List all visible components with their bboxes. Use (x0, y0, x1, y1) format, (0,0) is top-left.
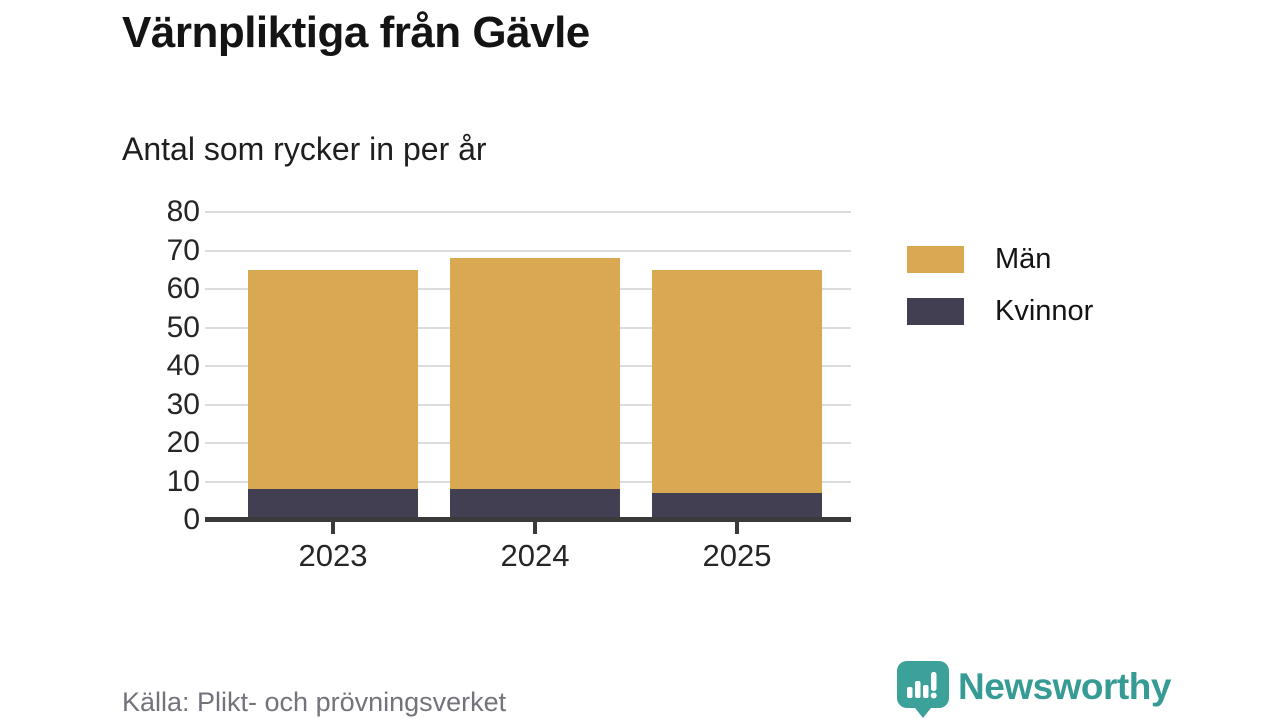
bar-segment-2024-män (450, 258, 620, 490)
x-axis-labels: 2023 2024 2025 (205, 538, 851, 578)
y-tick-label-80: 80 (166, 195, 200, 228)
y-tick-label-50: 50 (166, 310, 200, 344)
newsworthy-speech-bubble-icon (897, 661, 949, 718)
stacked-bar-plot (205, 211, 851, 534)
x-tick-label-2023: 2023 (298, 538, 368, 573)
source-text: Källa: Plikt- och prövningsverket (122, 687, 507, 717)
x-axis-line (205, 517, 851, 522)
x-tick-label-2025: 2025 (702, 538, 772, 573)
newsworthy-wordmark: Newsworthy (958, 665, 1171, 707)
x-tick-2025 (735, 522, 739, 534)
page-title: Värnpliktiga från Gävle (122, 8, 590, 57)
bar-segment-2025-män (652, 269, 822, 494)
newsworthy-logo: Newsworthy (897, 661, 1171, 718)
bar-segment-2024-kvinnor (450, 489, 620, 520)
bar-segment-2023-män (248, 269, 418, 490)
legend-swatch-man (907, 246, 964, 273)
bar-segment-2023-kvinnor (248, 489, 418, 520)
legend-label-man: Män (995, 243, 1052, 275)
legend-label-kvinnor: Kvinnor (995, 295, 1094, 327)
x-tick-2024 (533, 522, 537, 534)
y-tick-label-70: 70 (166, 233, 200, 267)
legend-item-kvinnor: Kvinnor (907, 295, 1093, 328)
y-tick-label-40: 40 (166, 349, 200, 382)
gridline-70 (205, 249, 851, 252)
chart-subtitle: Antal som rycker in per år (122, 131, 487, 167)
y-tick-label-10: 10 (166, 464, 200, 498)
chart-legend: Män Kvinnor (907, 243, 1093, 347)
legend-swatch-kvinnor (907, 298, 964, 325)
y-tick-label-20: 20 (166, 426, 200, 459)
legend-item-man: Män (907, 243, 1093, 276)
y-axis-labels: 0 10 20 30 40 50 60 70 80 (118, 195, 200, 536)
x-tick-label-2024: 2024 (500, 538, 570, 573)
y-tick-label-30: 30 (166, 387, 200, 421)
y-tick-label-0: 0 (183, 503, 200, 536)
gridline-80 (205, 211, 851, 213)
y-tick-label-60: 60 (166, 272, 200, 305)
x-tick-2023 (331, 522, 335, 534)
bar-segment-2025-kvinnor (652, 493, 822, 520)
